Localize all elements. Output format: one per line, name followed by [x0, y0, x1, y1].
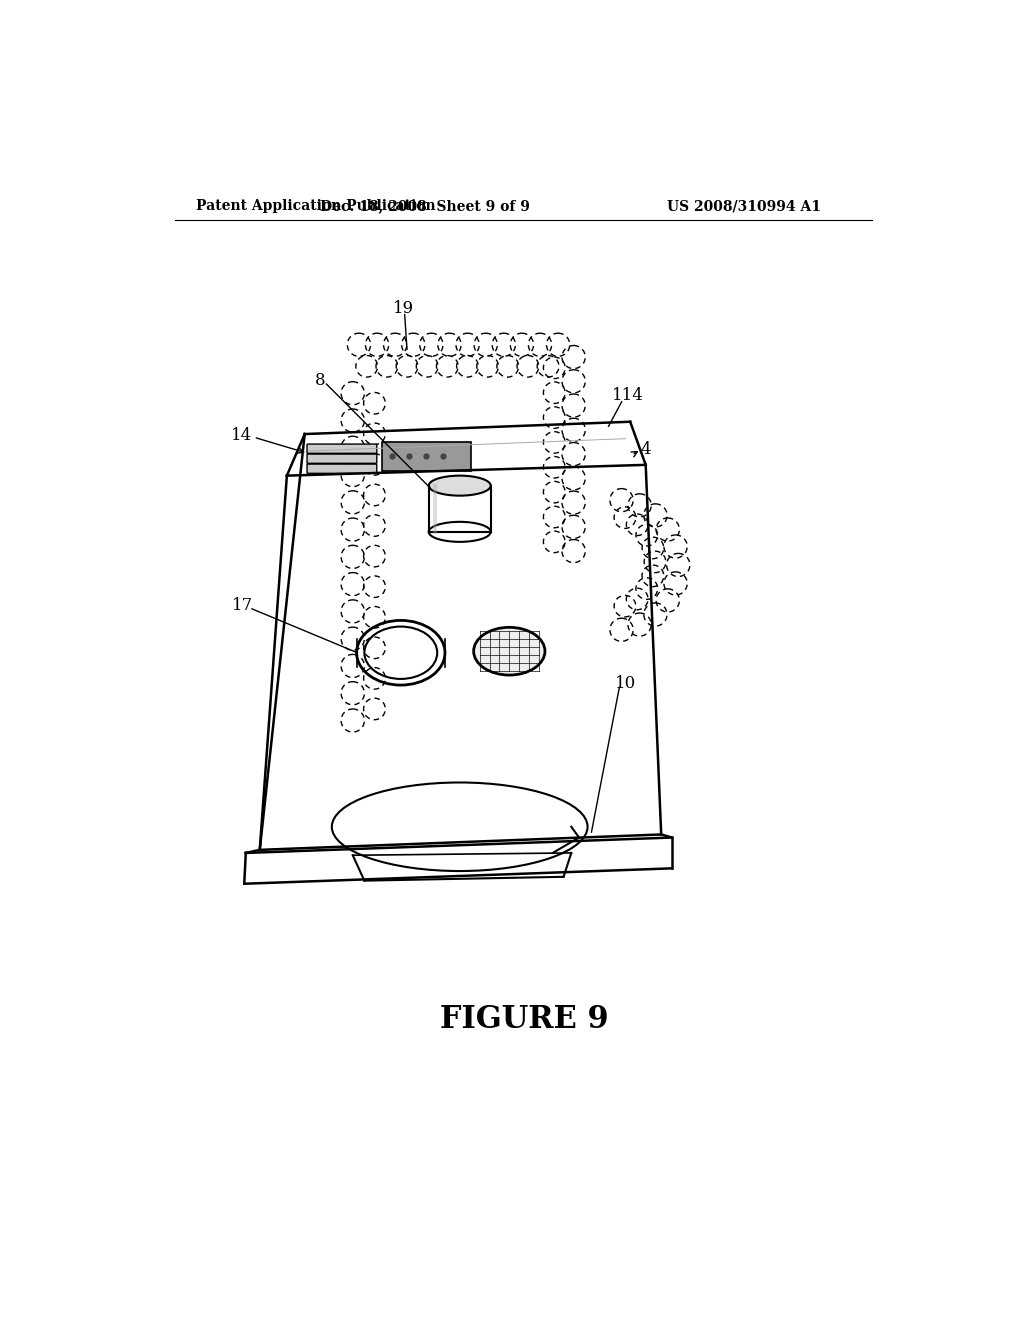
Text: 114: 114	[612, 387, 644, 404]
Text: 10: 10	[615, 675, 636, 692]
Text: 8: 8	[315, 372, 326, 388]
Text: Dec. 18, 2008  Sheet 9 of 9: Dec. 18, 2008 Sheet 9 of 9	[319, 199, 529, 213]
FancyBboxPatch shape	[307, 444, 377, 453]
Ellipse shape	[429, 475, 490, 496]
Text: US 2008/310994 A1: US 2008/310994 A1	[667, 199, 820, 213]
Text: 17: 17	[232, 597, 253, 614]
Text: 14: 14	[231, 428, 253, 444]
FancyBboxPatch shape	[307, 454, 377, 463]
Text: 4: 4	[640, 441, 651, 458]
Bar	[382, 442, 471, 471]
FancyBboxPatch shape	[307, 465, 377, 474]
Ellipse shape	[474, 627, 545, 675]
Text: FIGURE 9: FIGURE 9	[440, 1003, 609, 1035]
Text: 19: 19	[392, 300, 414, 317]
Text: Patent Application Publication: Patent Application Publication	[197, 199, 436, 213]
